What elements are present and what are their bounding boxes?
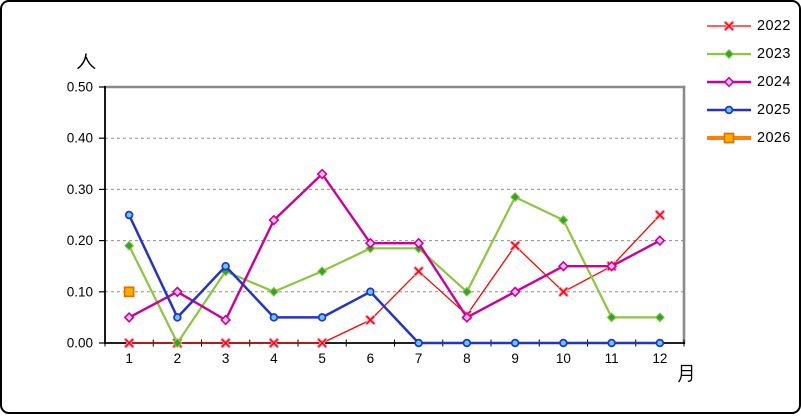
axis-unit-labels xyxy=(77,53,693,383)
y-tick-label: 0.50 xyxy=(67,80,93,95)
series-markers-2026 xyxy=(123,286,135,298)
series-2023 xyxy=(124,192,665,349)
series-markers-2023 xyxy=(124,192,665,349)
x-tick-label: 5 xyxy=(318,351,326,366)
x-tick-label: 2 xyxy=(174,351,182,366)
legend-swatch-series-4 xyxy=(707,132,751,144)
series-markers-2022 xyxy=(124,209,665,349)
legend-item-2026: 2026 xyxy=(706,124,791,152)
series-markers-2024 xyxy=(123,168,666,326)
x-tick-label: 9 xyxy=(511,351,519,366)
series-2024 xyxy=(123,168,666,326)
chart-legend: 2022 2023 2024 2025 2026 xyxy=(706,12,791,152)
x-tick-label: 8 xyxy=(463,351,471,366)
series-2022 xyxy=(124,209,665,349)
x-tick-label: 1 xyxy=(125,351,133,366)
y-tick-label: 0.10 xyxy=(67,284,93,299)
x-tick-label: 3 xyxy=(222,351,230,366)
plot-frame xyxy=(104,85,686,344)
legend-label: 2024 xyxy=(757,74,791,90)
legend-swatch-series-0 xyxy=(707,20,751,32)
gridlines xyxy=(105,137,684,293)
legend-label: 2026 xyxy=(757,130,791,146)
y-tick-label: 0.00 xyxy=(67,336,93,351)
legend-swatch-series-1 xyxy=(707,48,751,60)
series-line-2023 xyxy=(128,196,660,345)
legend-swatch-series-2 xyxy=(707,76,751,88)
legend-item-2022: 2022 xyxy=(706,12,791,40)
x-tick-label: 6 xyxy=(367,351,375,366)
x-tick-label: 11 xyxy=(605,351,619,366)
series-markers-2025 xyxy=(124,210,665,348)
x-axis-unit-label xyxy=(678,364,693,383)
series-2025 xyxy=(124,210,665,348)
legend-label: 2023 xyxy=(757,46,791,62)
legend-swatch-series-3 xyxy=(707,105,751,115)
x-tick-label: 12 xyxy=(652,351,667,366)
y-tick-label: 0.20 xyxy=(67,233,93,248)
legend-label: 2025 xyxy=(757,102,791,118)
legend-label: 2022 xyxy=(757,18,791,34)
legend-item-2023: 2023 xyxy=(706,40,791,68)
y-axis-unit-label xyxy=(77,53,96,69)
series-line-2022 xyxy=(129,214,661,344)
series-line-2025 xyxy=(127,214,660,345)
series-2026 xyxy=(123,286,135,298)
x-tick-label: 10 xyxy=(556,351,571,366)
legend-item-2024: 2024 xyxy=(706,68,791,96)
y-tick-label: 0.40 xyxy=(67,131,93,146)
x-tick-label: 7 xyxy=(415,351,423,366)
y-axis: 0.00 0.10 0.20 0.30 0.40 0.50 xyxy=(67,80,106,351)
series-line-2024 xyxy=(128,172,661,322)
y-tick-label: 0.30 xyxy=(67,182,93,197)
legend-item-2025: 2025 xyxy=(706,96,791,124)
x-tick-label: 4 xyxy=(270,351,278,366)
